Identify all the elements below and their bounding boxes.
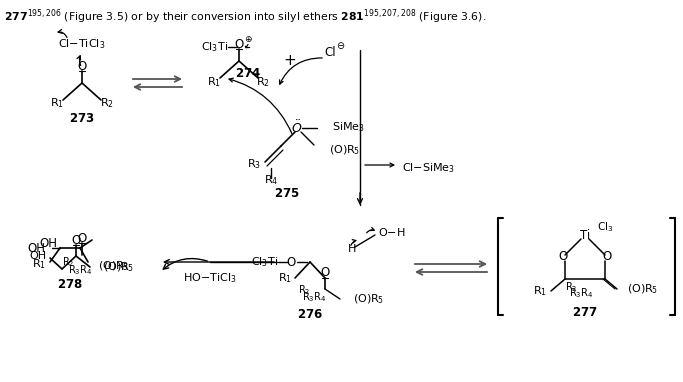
Text: R$_2$: R$_2$ (61, 255, 74, 269)
Text: $\ominus$: $\ominus$ (336, 39, 346, 50)
Text: R$_2$: R$_2$ (565, 280, 577, 294)
Text: R$_3$R$_4$: R$_3$R$_4$ (569, 286, 593, 300)
Text: OH: OH (39, 236, 57, 249)
Text: O: O (234, 37, 244, 50)
Text: R$_2$: R$_2$ (100, 96, 114, 110)
Text: R$_1$: R$_1$ (32, 257, 46, 271)
Text: $\mathbf{274}$: $\mathbf{274}$ (235, 66, 261, 79)
Text: $\mathbf{275}$: $\mathbf{275}$ (274, 186, 300, 199)
Text: R$_1$: R$_1$ (533, 284, 547, 298)
Text: O: O (286, 256, 296, 269)
Text: O: O (77, 60, 87, 73)
Text: O$-$H: O$-$H (378, 226, 406, 238)
Text: Cl$_3$Ti: Cl$_3$Ti (251, 255, 278, 269)
Text: H: H (348, 244, 357, 254)
Text: O: O (320, 265, 330, 278)
Text: (O)R$_5$: (O)R$_5$ (627, 282, 658, 296)
Text: (O)R$_5$: (O)R$_5$ (329, 143, 360, 157)
Text: Cl$-$TiCl$_3$: Cl$-$TiCl$_3$ (58, 37, 106, 51)
Text: R$_1$: R$_1$ (207, 75, 221, 89)
Text: $\mathbf{276}$: $\mathbf{276}$ (297, 308, 323, 320)
Text: $+$: $+$ (283, 52, 296, 68)
Text: Cl$-$SiMe$_3$: Cl$-$SiMe$_3$ (402, 161, 455, 175)
Text: $\mathbf{277}^{195,206}$ (Figure 3.5) or by their conversion into silyl ethers $: $\mathbf{277}^{195,206}$ (Figure 3.5) or… (4, 7, 486, 26)
Text: R$_3$: R$_3$ (247, 157, 261, 171)
Text: R$_1$: R$_1$ (50, 96, 64, 110)
Text: SiMe$_3$: SiMe$_3$ (332, 120, 365, 134)
Text: $\mathbf{278}$: $\mathbf{278}$ (57, 277, 83, 290)
Text: R$_3$R$_4$: R$_3$R$_4$ (302, 290, 326, 304)
Text: Cl$_3$: Cl$_3$ (597, 220, 613, 234)
Text: (O)R$_5$: (O)R$_5$ (353, 292, 384, 306)
Text: Ti: Ti (580, 228, 590, 241)
Text: OH: OH (29, 251, 46, 261)
Text: OH: OH (27, 241, 45, 254)
Text: Cl$_3$Ti: Cl$_3$Ti (201, 40, 228, 54)
Text: O: O (559, 251, 568, 264)
Text: R$_3$R$_4$: R$_3$R$_4$ (68, 263, 92, 277)
Text: R$_4$: R$_4$ (264, 173, 278, 187)
Text: R$_2$: R$_2$ (256, 75, 270, 89)
Text: (O)R$_5$: (O)R$_5$ (98, 259, 129, 273)
Text: HO$-$TiCl$_3$: HO$-$TiCl$_3$ (183, 271, 237, 285)
Text: Cl: Cl (324, 45, 336, 58)
Text: R$_1$: R$_1$ (278, 271, 292, 285)
Text: $\mathbf{273}$: $\mathbf{273}$ (69, 112, 95, 125)
Text: $\mathbf{277}$: $\mathbf{277}$ (572, 306, 598, 319)
Text: $\ddot{O}$: $\ddot{O}$ (292, 120, 303, 136)
Text: (O)R$_5$: (O)R$_5$ (103, 260, 134, 274)
Text: R$_2$: R$_2$ (298, 283, 310, 297)
Text: O: O (72, 233, 81, 246)
Text: O: O (77, 231, 87, 244)
Text: O: O (602, 251, 611, 264)
Text: $\oplus$: $\oplus$ (244, 34, 253, 44)
